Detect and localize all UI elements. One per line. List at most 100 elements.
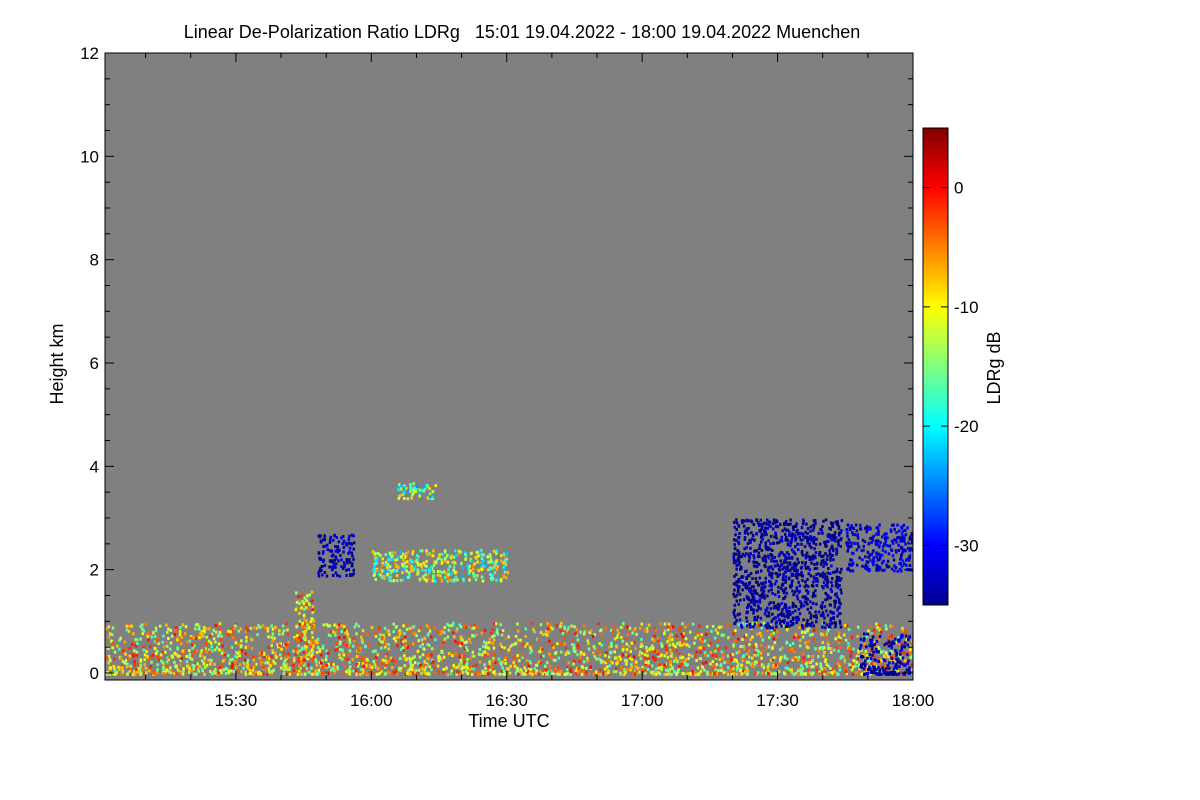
heatmap-cell bbox=[267, 666, 271, 670]
heatmap-cell bbox=[587, 642, 590, 646]
heatmap-cell bbox=[410, 668, 414, 672]
heatmap-cell bbox=[387, 647, 390, 651]
heatmap-cell bbox=[742, 519, 746, 523]
heatmap-cell bbox=[838, 584, 841, 588]
heatmap-cell bbox=[179, 667, 182, 671]
heatmap-cell bbox=[213, 662, 216, 666]
heatmap-cell bbox=[839, 621, 842, 625]
heatmap-cell bbox=[838, 600, 841, 604]
heatmap-cell bbox=[774, 572, 778, 575]
heatmap-cell bbox=[325, 543, 329, 547]
heatmap-cell bbox=[445, 666, 448, 670]
heatmap-cell bbox=[776, 630, 779, 634]
heatmap-cell bbox=[616, 634, 619, 637]
heatmap-cell bbox=[671, 638, 674, 641]
heatmap-cell bbox=[908, 652, 912, 656]
heatmap-cell bbox=[809, 529, 812, 533]
heatmap-cell bbox=[707, 672, 710, 676]
heatmap-cell bbox=[753, 616, 757, 620]
heatmap-cell bbox=[736, 556, 740, 560]
heatmap-cell bbox=[252, 626, 256, 630]
heatmap-cell bbox=[769, 547, 772, 551]
heatmap-cell bbox=[762, 558, 765, 562]
heatmap-cell bbox=[461, 638, 465, 642]
heatmap-cell bbox=[906, 643, 909, 647]
heatmap-cell bbox=[804, 672, 807, 676]
heatmap-cell bbox=[406, 560, 409, 564]
heatmap-cell bbox=[733, 639, 737, 642]
heatmap-cell bbox=[790, 548, 794, 552]
heatmap-cell bbox=[328, 540, 332, 544]
heatmap-cell bbox=[345, 670, 348, 674]
heatmap-cell bbox=[845, 528, 848, 532]
heatmap-cell bbox=[338, 653, 341, 657]
heatmap-cell bbox=[404, 639, 407, 643]
heatmap-cell bbox=[733, 588, 736, 592]
heatmap-cell bbox=[872, 556, 876, 560]
heatmap-cell bbox=[499, 623, 502, 627]
heatmap-cell bbox=[679, 656, 682, 660]
heatmap-cell bbox=[457, 663, 461, 667]
heatmap-cell bbox=[760, 626, 763, 630]
heatmap-cell bbox=[792, 550, 796, 554]
heatmap-cell bbox=[828, 625, 831, 629]
heatmap-cell bbox=[677, 668, 680, 672]
heatmap-cell bbox=[793, 672, 796, 676]
heatmap-cell bbox=[214, 648, 217, 652]
heatmap-cell bbox=[783, 559, 786, 563]
heatmap-cell bbox=[706, 654, 710, 658]
heatmap-cell bbox=[424, 663, 427, 667]
heatmap-cell bbox=[795, 575, 798, 579]
heatmap-cell bbox=[143, 663, 146, 666]
heatmap-cell bbox=[764, 608, 767, 612]
heatmap-cell bbox=[210, 659, 213, 663]
heatmap-cell bbox=[895, 662, 898, 666]
heatmap-cell bbox=[546, 672, 549, 676]
heatmap-cell bbox=[529, 646, 532, 650]
heatmap-cell bbox=[838, 638, 842, 642]
heatmap-cell bbox=[599, 668, 602, 672]
heatmap-cell bbox=[466, 648, 469, 652]
heatmap-cell bbox=[499, 630, 503, 634]
heatmap-cell bbox=[659, 672, 662, 676]
heatmap-cell bbox=[858, 556, 861, 560]
heatmap-cell bbox=[700, 633, 703, 637]
heatmap-cell bbox=[732, 610, 735, 614]
heatmap-cell bbox=[824, 540, 828, 544]
heatmap-cell bbox=[205, 650, 208, 654]
heatmap-cell bbox=[726, 666, 730, 670]
heatmap-cell bbox=[444, 551, 447, 555]
heatmap-cell bbox=[763, 596, 766, 600]
heatmap-cell bbox=[325, 649, 328, 653]
heatmap-cell bbox=[577, 645, 580, 649]
heatmap-cell bbox=[389, 579, 393, 583]
heatmap-cell bbox=[348, 649, 352, 653]
heatmap-cell bbox=[311, 650, 315, 654]
heatmap-cell bbox=[452, 623, 455, 627]
heatmap-cell bbox=[803, 563, 807, 567]
heatmap-cell bbox=[423, 636, 426, 640]
heatmap-cell bbox=[826, 593, 829, 597]
heatmap-cell bbox=[886, 664, 890, 667]
chart-title: Linear De-Polarization Ratio LDRg 15:01 … bbox=[184, 22, 860, 42]
heatmap-cell bbox=[767, 539, 770, 543]
heatmap-cell bbox=[890, 634, 894, 638]
heatmap-cell bbox=[287, 640, 290, 644]
heatmap-cell bbox=[749, 552, 752, 556]
heatmap-cell bbox=[394, 671, 397, 675]
heatmap-cell bbox=[735, 539, 738, 542]
heatmap-cell bbox=[804, 662, 808, 666]
heatmap-cell bbox=[754, 672, 757, 676]
heatmap-cell bbox=[751, 622, 755, 625]
heatmap-cell bbox=[674, 645, 677, 649]
heatmap-cell bbox=[139, 624, 142, 628]
heatmap-cell bbox=[766, 629, 769, 632]
heatmap-cell bbox=[532, 628, 535, 632]
heatmap-cell bbox=[715, 671, 718, 675]
heatmap-cell bbox=[223, 658, 226, 662]
heatmap-cell bbox=[619, 626, 623, 629]
heatmap-cell bbox=[456, 578, 459, 582]
heatmap-cell bbox=[410, 657, 414, 661]
heatmap-cell bbox=[495, 622, 498, 626]
heatmap-cell bbox=[330, 549, 334, 553]
